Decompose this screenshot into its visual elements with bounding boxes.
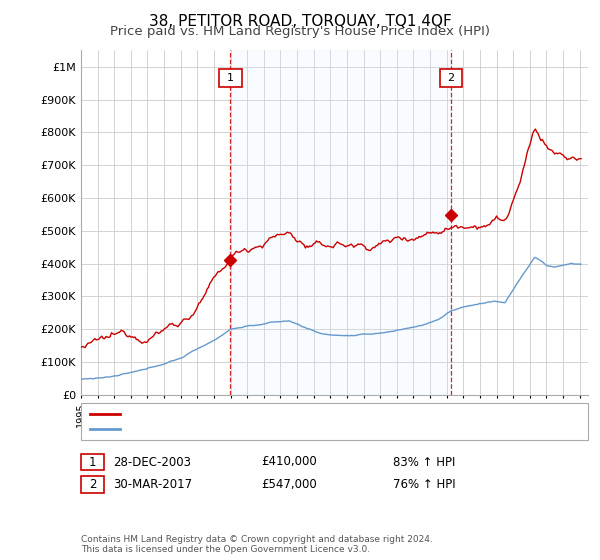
Text: 38, PETITOR ROAD, TORQUAY, TQ1 4QF (detached house): 38, PETITOR ROAD, TORQUAY, TQ1 4QF (deta… xyxy=(126,409,427,419)
FancyBboxPatch shape xyxy=(219,69,242,87)
Text: 2: 2 xyxy=(89,478,96,491)
FancyBboxPatch shape xyxy=(440,69,462,87)
Text: 38, PETITOR ROAD, TORQUAY, TQ1 4QF: 38, PETITOR ROAD, TORQUAY, TQ1 4QF xyxy=(149,14,451,29)
Text: 30-MAR-2017: 30-MAR-2017 xyxy=(113,478,192,491)
Text: 1: 1 xyxy=(89,455,96,469)
Text: 2: 2 xyxy=(447,73,454,83)
Text: Contains HM Land Registry data © Crown copyright and database right 2024.
This d: Contains HM Land Registry data © Crown c… xyxy=(81,535,433,554)
Text: £410,000: £410,000 xyxy=(261,455,317,469)
Text: HPI: Average price, detached house, Torbay: HPI: Average price, detached house, Torb… xyxy=(126,424,353,435)
Text: Price paid vs. HM Land Registry's House Price Index (HPI): Price paid vs. HM Land Registry's House … xyxy=(110,25,490,38)
Text: 76% ↑ HPI: 76% ↑ HPI xyxy=(393,478,455,491)
Text: 1: 1 xyxy=(227,73,234,83)
Text: £547,000: £547,000 xyxy=(261,478,317,491)
Text: 28-DEC-2003: 28-DEC-2003 xyxy=(113,455,191,469)
Text: 83% ↑ HPI: 83% ↑ HPI xyxy=(393,455,455,469)
Bar xyxy=(230,50,451,395)
